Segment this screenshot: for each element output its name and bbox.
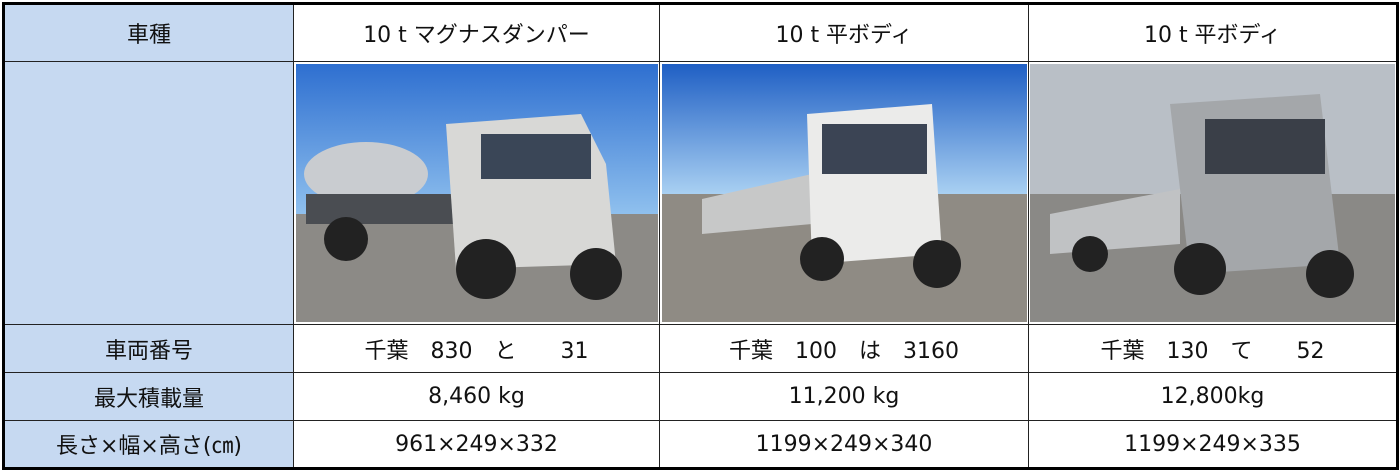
header-row: 車種 10 t マグナスダンパー 10 t 平ボディ 10 t 平ボディ (3, 3, 1398, 62)
cell: 1199×249×340 (659, 420, 1029, 469)
photo-cell (293, 61, 660, 325)
cell: 1199×249×335 (1028, 420, 1398, 469)
photo-cell (1028, 61, 1398, 325)
row: 長さ×幅×高さ(㎝) 961×249×332 1199×249×340 1199… (3, 420, 1398, 469)
row: 車両番号 千葉 830 と 31 千葉 100 は 3160 千葉 130 て … (3, 324, 1398, 373)
empty-cell (3, 61, 294, 325)
photo-cell (659, 61, 1029, 325)
cell: 11,200 kg (659, 372, 1029, 421)
cell: 12,800kg (1028, 372, 1398, 421)
cell: 千葉 100 は 3160 (659, 324, 1029, 373)
row-label: 車両番号 (3, 324, 294, 373)
header-cell: 車種 (3, 3, 294, 62)
header-cell: 10 t 平ボディ (1028, 3, 1398, 62)
truck-photo (295, 64, 658, 322)
row-label: 最大積載量 (3, 372, 294, 421)
cell: 8,460 kg (293, 372, 660, 421)
cell: 961×249×332 (293, 420, 660, 469)
header-cell: 10 t マグナスダンパー (293, 3, 660, 62)
row: 最大積載量 8,460 kg 11,200 kg 12,800kg (3, 372, 1398, 421)
cell: 千葉 130 て 52 (1028, 324, 1398, 373)
photo-row (3, 61, 1398, 325)
truck-photo (661, 64, 1027, 322)
cell: 千葉 830 と 31 (293, 324, 660, 373)
row-label: 長さ×幅×高さ(㎝) (3, 420, 294, 469)
truck-photo (1030, 64, 1395, 322)
header-cell: 10 t 平ボディ (659, 3, 1029, 62)
